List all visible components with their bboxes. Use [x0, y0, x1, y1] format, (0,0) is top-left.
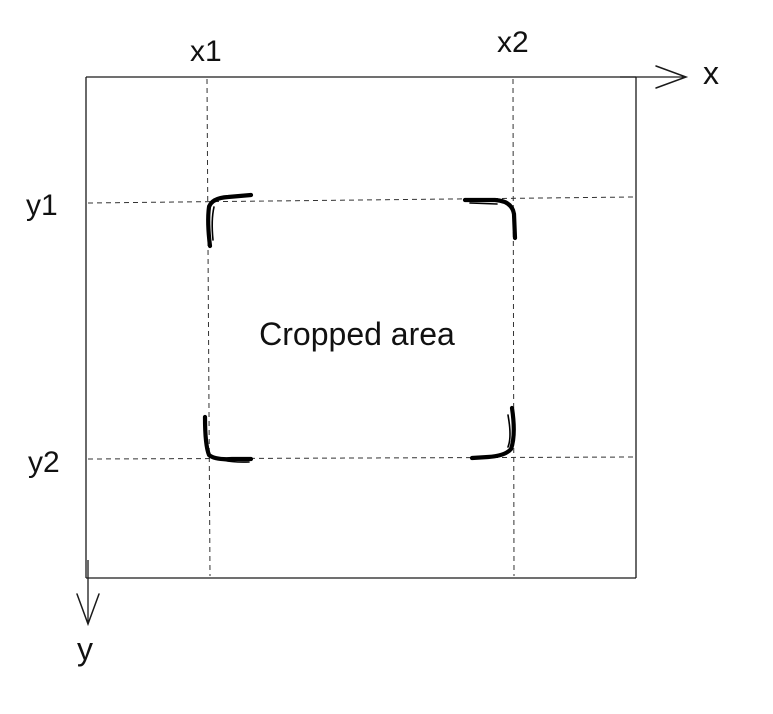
guide-lines	[87, 78, 634, 577]
crop-corner-top-left-stroke	[211, 206, 215, 241]
crop-corner-bottom-right-stroke	[507, 414, 511, 448]
x2-label: x2	[497, 26, 529, 59]
y1-label: y1	[26, 189, 58, 222]
crop-corner-top-left	[206, 192, 254, 249]
crop-corner-bottom-left	[202, 414, 254, 462]
y-axis-label: y	[77, 631, 93, 667]
y2-label: y2	[28, 446, 60, 479]
crop-brackets	[202, 192, 518, 463]
image-frame	[85, 76, 637, 579]
arrow-right-icon	[655, 65, 689, 89]
x1-label: x1	[190, 35, 222, 68]
crop-corner-bottom-right	[469, 405, 516, 461]
guide-x1	[206, 78, 211, 577]
cropped-area-label: Cropped area	[259, 316, 455, 352]
arrow-down-icon	[76, 593, 100, 627]
x-axis	[620, 65, 689, 89]
guide-y2	[87, 456, 634, 460]
y-axis	[76, 560, 100, 627]
guide-y1	[87, 196, 634, 204]
crop-corner-top-right	[462, 197, 518, 241]
guide-x2	[512, 78, 515, 577]
x-axis-label: x	[703, 55, 719, 91]
crop-corner-bottom-left-stroke	[210, 454, 250, 463]
crop-corner-top-right-stroke	[469, 202, 498, 205]
